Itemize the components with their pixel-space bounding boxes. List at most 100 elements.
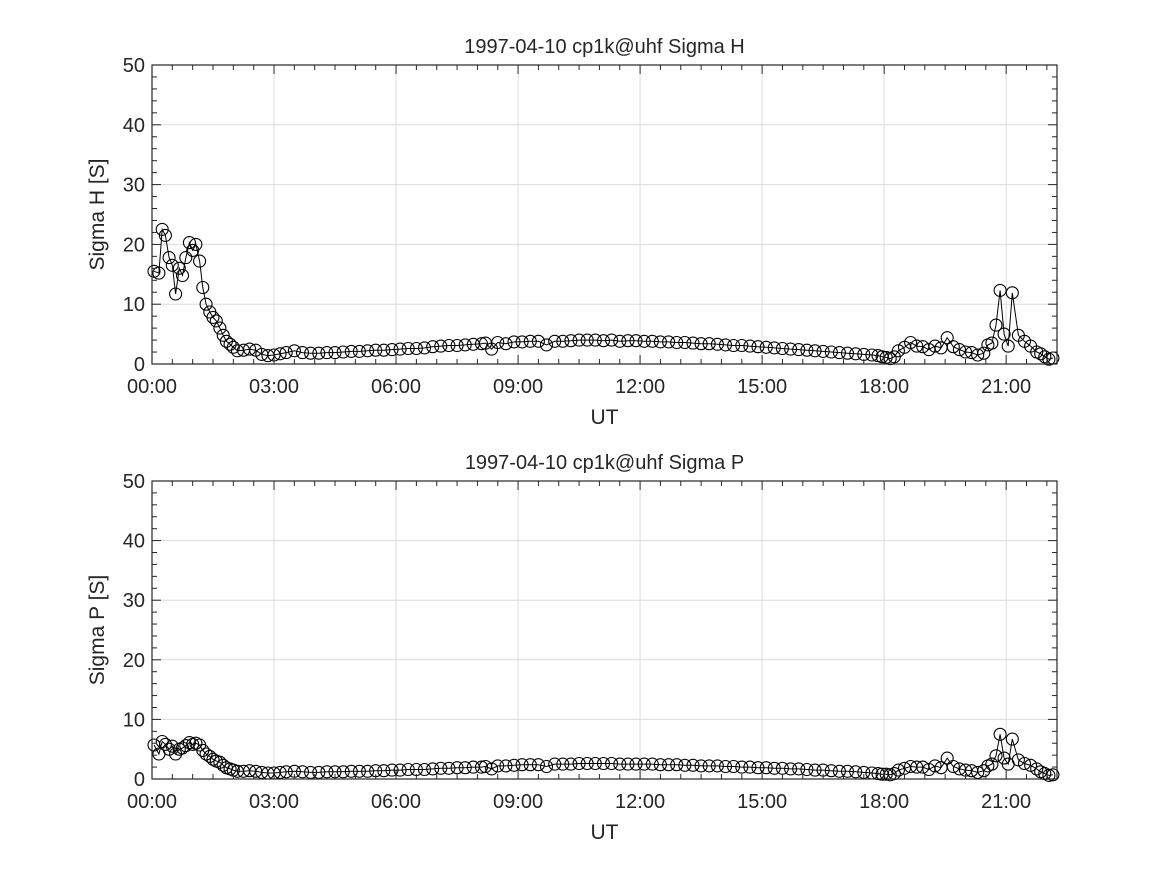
chart-title: 1997-04-10 cp1k@uhf Sigma H xyxy=(464,36,744,58)
data-point xyxy=(605,756,619,771)
y-tick-label: 50 xyxy=(123,55,145,77)
data-point xyxy=(336,345,350,359)
x-tick-label: 18:00 xyxy=(859,376,909,398)
data-point xyxy=(792,343,806,357)
x-tick-label: 12:00 xyxy=(615,791,665,813)
data-point xyxy=(203,749,217,763)
data-point xyxy=(580,756,594,771)
data-point xyxy=(702,759,716,773)
data-point xyxy=(910,339,924,353)
data-point xyxy=(629,757,643,771)
sigma-p-panel: 00:00 03:00 06:00 09:00 12:00 15:00 18:00 21:00… xyxy=(86,452,1060,844)
data-point xyxy=(304,346,318,360)
data-point xyxy=(989,749,1003,763)
data-point xyxy=(952,343,966,357)
data-point xyxy=(759,340,773,354)
data-point xyxy=(613,757,627,771)
data-point xyxy=(596,334,611,348)
data-point xyxy=(361,764,375,778)
x-tick-labels: 00:00 03:00 06:00 09:00 12:00 15:00 18:00 21:00 xyxy=(127,791,1031,813)
data-point xyxy=(556,757,570,771)
data-point xyxy=(621,334,635,348)
y-tick-label: 30 xyxy=(123,175,145,197)
data-point xyxy=(1005,732,1019,746)
data-point xyxy=(1030,762,1044,776)
data-point xyxy=(767,341,781,355)
data-point xyxy=(336,765,350,779)
axes-frame xyxy=(151,64,1058,365)
data-point xyxy=(985,336,999,350)
data-point xyxy=(718,338,733,352)
x-tick-label: 00:00 xyxy=(127,791,177,813)
data-point xyxy=(891,763,905,777)
data-point xyxy=(694,759,708,773)
data-point xyxy=(401,341,415,356)
x-tick-label: 09:00 xyxy=(493,791,543,813)
data-point xyxy=(865,348,879,362)
data-point xyxy=(910,760,924,774)
data-point xyxy=(580,333,594,347)
data-point xyxy=(295,346,310,360)
data-point xyxy=(564,334,578,348)
data-point xyxy=(840,346,855,360)
data-point xyxy=(971,348,985,362)
data-point xyxy=(377,764,391,778)
data-point xyxy=(377,343,391,357)
data-point xyxy=(243,342,257,356)
data-point xyxy=(784,762,798,776)
data-point xyxy=(165,739,179,753)
data-point xyxy=(312,346,326,360)
data-point xyxy=(670,335,684,350)
y-tick-label: 10 xyxy=(123,709,145,731)
chart-title: 1997-04-10 cp1k@uhf Sigma P xyxy=(465,452,744,474)
data-point xyxy=(295,765,310,779)
data-point xyxy=(213,321,227,335)
data-point xyxy=(158,228,172,242)
data-point xyxy=(662,335,676,349)
data-point xyxy=(273,347,287,361)
data-point xyxy=(840,764,855,778)
data-point xyxy=(637,757,651,771)
y-axis-label: Sigma P [S] xyxy=(86,575,109,686)
data-point xyxy=(613,334,627,348)
data-point xyxy=(458,761,472,775)
data-point xyxy=(891,344,905,358)
data-point xyxy=(393,342,407,356)
data-point xyxy=(474,760,489,774)
data-point xyxy=(1024,758,1038,772)
data-point xyxy=(678,335,692,350)
y-tick-label: 30 xyxy=(123,590,145,612)
y-tick-label: 20 xyxy=(123,234,145,256)
data-point xyxy=(928,759,942,773)
data-point xyxy=(993,283,1007,297)
data-point xyxy=(832,346,846,360)
x-tick-label: 00:00 xyxy=(127,376,177,398)
data-point xyxy=(401,762,415,777)
x-tick-label: 15:00 xyxy=(737,791,787,813)
data-point xyxy=(946,340,960,354)
data-point xyxy=(653,335,667,349)
data-point xyxy=(718,759,733,774)
y-tick-label: 10 xyxy=(123,294,145,316)
data-point xyxy=(556,334,570,348)
data-point xyxy=(548,334,562,348)
data-point xyxy=(474,337,489,351)
data-point xyxy=(572,333,586,347)
data-point xyxy=(784,342,798,356)
data-point xyxy=(179,739,193,753)
data-point xyxy=(162,742,176,756)
data-point xyxy=(182,736,196,750)
data-point xyxy=(686,758,700,772)
data-point xyxy=(735,338,749,353)
x-tick-label: 18:00 xyxy=(859,791,909,813)
data-point xyxy=(279,765,293,779)
y-tick-label: 50 xyxy=(123,471,145,493)
data-point xyxy=(694,337,708,351)
data-point xyxy=(344,344,358,358)
x-tick-labels: 00:00 03:00 06:00 09:00 12:00 15:00 18:00 21:00 xyxy=(127,376,1031,398)
x-tick-label: 03:00 xyxy=(249,376,299,398)
data-point xyxy=(751,761,765,775)
data-point xyxy=(564,757,578,771)
data-point xyxy=(426,762,440,776)
